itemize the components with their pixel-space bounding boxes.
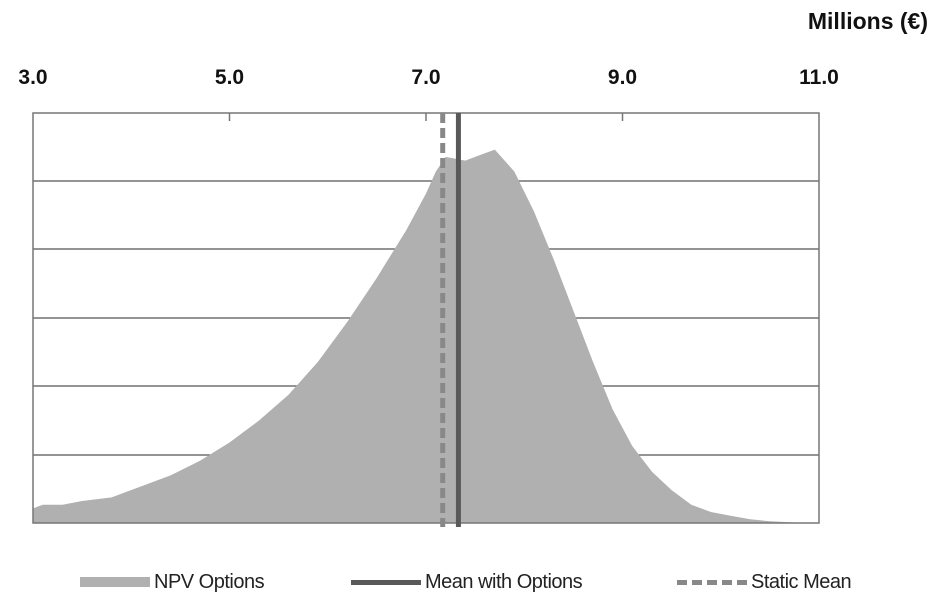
static-mean-swatch <box>677 579 747 585</box>
x-tick-label-2: 5.0 <box>215 66 244 89</box>
legend-item-npv-options: NPV Options <box>80 568 265 596</box>
legend-label-mean-with-options: Mean with Options <box>425 570 583 593</box>
x-axis-tickmarks <box>228 113 624 121</box>
legend: NPV Options Mean with Options Static Mea… <box>0 568 932 596</box>
mean-with-options-swatch <box>351 579 421 585</box>
legend-item-static-mean: Static Mean <box>677 568 852 596</box>
x-tick-label-4: 9.0 <box>608 66 637 89</box>
legend-item-mean-with-options: Mean with Options <box>351 568 583 596</box>
legend-label-static-mean: Static Mean <box>751 570 852 593</box>
x-axis-ticks: 3.0 5.0 7.0 9.0 11.0 <box>18 66 838 89</box>
npv-options-swatch <box>80 577 150 587</box>
npv-options-area <box>33 149 819 523</box>
legend-label-npv-options: NPV Options <box>154 570 265 593</box>
x-tick-label-5: 11.0 <box>799 66 839 89</box>
unit-label: Millions (€) <box>807 8 928 34</box>
x-tick-label-1: 3.0 <box>18 66 47 89</box>
x-tick-label-3: 7.0 <box>411 66 440 89</box>
